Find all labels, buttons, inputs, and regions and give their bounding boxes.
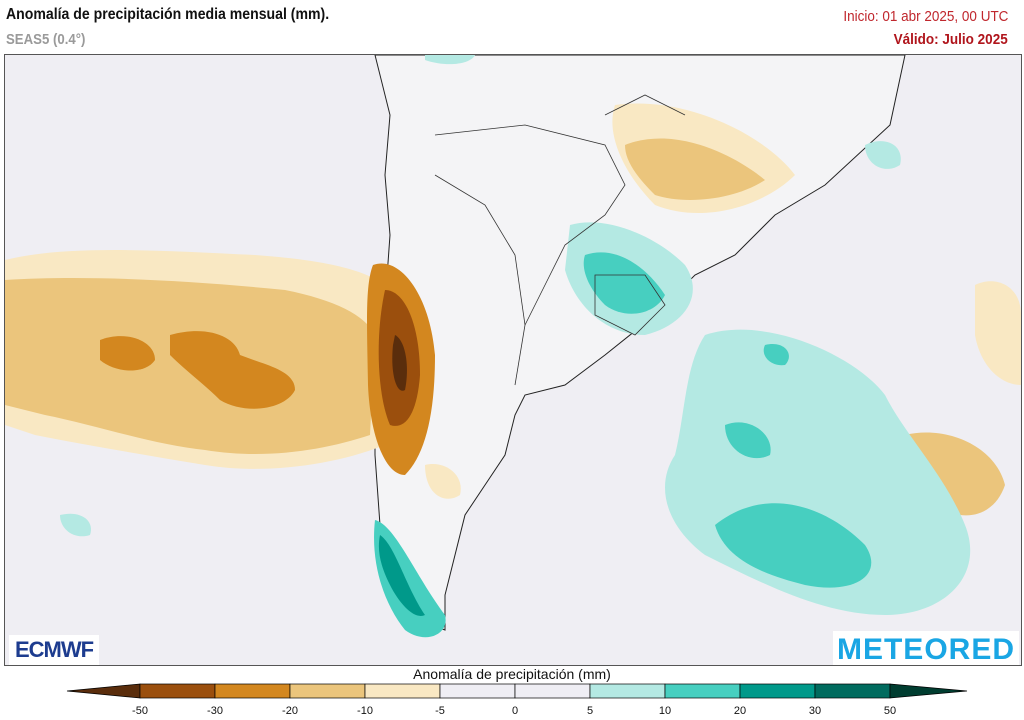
- colorbar-tick-label: -10: [357, 705, 373, 717]
- colorbar-segment: [589, 683, 666, 699]
- colorbar-tick-label: -30: [207, 705, 223, 717]
- colorbar-tick-label: -20: [282, 705, 298, 717]
- colorbar-tick-label: 0: [511, 705, 519, 717]
- colorbar-tick-label: -5: [435, 705, 445, 717]
- model-subtitle: SEAS5 (0.4°): [6, 31, 86, 48]
- colorbar-tick-label: 5: [586, 705, 594, 717]
- colorbar-title: Anomalía de precipitación (mm): [413, 666, 611, 682]
- colorbar-extend-low: [66, 683, 141, 699]
- country-borders: [434, 94, 686, 386]
- anomaly-map: ECMWF METEORED: [4, 54, 1022, 666]
- meteored-logo: METEORED: [832, 631, 1019, 665]
- colorbar-tick-label: 10: [658, 705, 672, 717]
- page-title: Anomalía de precipitación media mensual …: [6, 6, 330, 23]
- colorbar-tick-label: 30: [808, 705, 822, 717]
- colorbar-segment: [814, 683, 891, 699]
- colorbar-tick-label: 20: [733, 705, 747, 717]
- dry-anomalies: [5, 103, 1021, 516]
- colorbar-segment: [214, 683, 291, 699]
- colorbar-segment: [514, 683, 591, 699]
- colorbar-tick-label: -50: [132, 705, 148, 717]
- ecmwf-logo: ECMWF: [9, 635, 100, 665]
- valid-date: Válido: Julio 2025: [893, 31, 1008, 48]
- wet-anomalies: [60, 55, 971, 638]
- init-date: Inicio: 01 abr 2025, 00 UTC: [842, 8, 1008, 25]
- colorbar-segment: [289, 683, 366, 699]
- colorbar-tick-label: 50: [883, 705, 897, 717]
- colorbar-segment: [739, 683, 816, 699]
- colorbar-segment: [664, 683, 741, 699]
- colorbar-segment: [139, 683, 216, 699]
- colorbar: [66, 683, 968, 699]
- colorbar-segment: [439, 683, 516, 699]
- colorbar-extend-high: [889, 683, 968, 699]
- colorbar-segment: [364, 683, 441, 699]
- map-drawing: [5, 55, 1021, 638]
